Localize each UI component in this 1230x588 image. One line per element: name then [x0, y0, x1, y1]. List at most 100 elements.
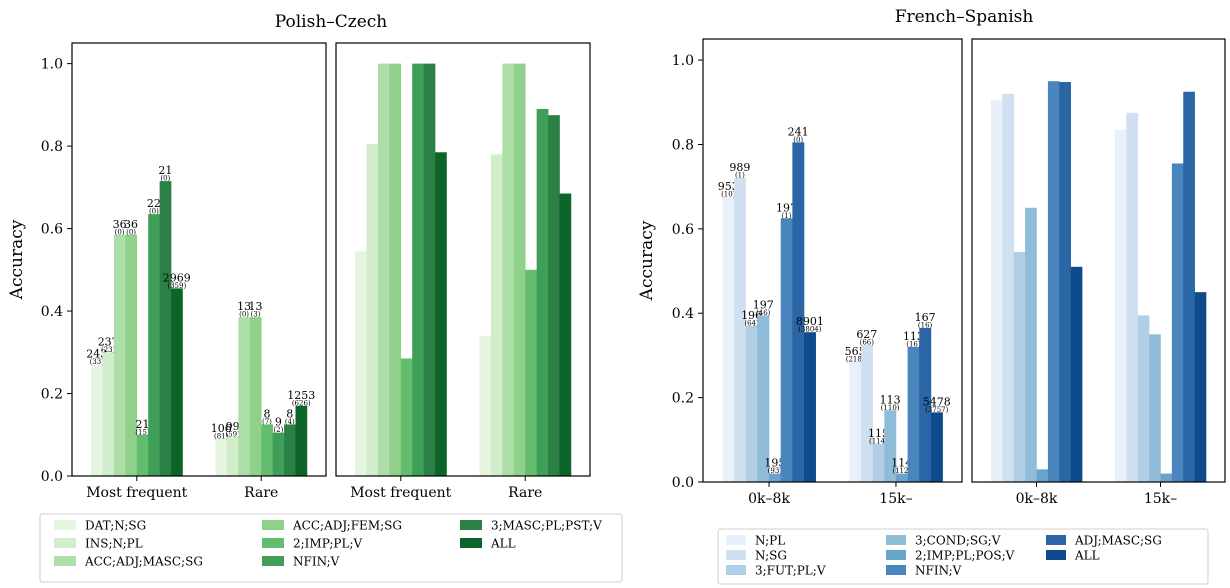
bar: [272, 432, 285, 476]
bar-sub-label: (218): [846, 355, 865, 363]
bar: [377, 63, 390, 476]
bar-sub-label: (1): [782, 212, 792, 220]
bar: [1059, 82, 1071, 482]
legend-swatch: [726, 565, 746, 575]
bar: [226, 436, 239, 476]
bar: [238, 317, 251, 476]
bar-value-label: 106: [211, 422, 232, 435]
x-tick-label: 0k–8k: [1016, 491, 1058, 507]
legend-label: ACC;ADJ;FEM;SG: [292, 519, 402, 533]
bar: [91, 364, 103, 476]
bar-value-label: 1253: [287, 389, 315, 402]
y-tick-label: 0.8: [41, 139, 63, 155]
y-tick-label: 0.6: [672, 222, 694, 238]
bar-sub-label: (0): [126, 228, 136, 236]
bar: [860, 344, 873, 482]
bar: [412, 63, 424, 476]
bar-value-label: 989: [729, 161, 750, 174]
bar-value-label: 196: [741, 309, 762, 322]
bar-sub-label: (15): [135, 428, 150, 436]
bar-value-label: 627: [856, 328, 877, 341]
bar: [1149, 334, 1161, 482]
bar: [423, 63, 436, 476]
bar-value-label: 114: [891, 457, 912, 470]
bar: [536, 108, 549, 476]
bar-sub-label: (93): [768, 467, 783, 475]
bar: [872, 444, 885, 482]
bar-value-label: 99: [226, 420, 240, 433]
bar: [804, 332, 816, 482]
legend-label: ACC;ADJ;MASC;SG: [84, 555, 203, 569]
bar-value-label: 21: [135, 418, 149, 431]
bar-value-label: 243: [86, 348, 107, 361]
legend-label: 2;IMP;PL;POS;V: [915, 549, 1015, 563]
y-tick-label: 1.0: [672, 53, 694, 69]
panel-frame: [971, 38, 1226, 483]
bar-value-label: 237: [98, 335, 119, 348]
bar: [159, 181, 172, 476]
bar: [1036, 469, 1049, 482]
bar-value-label: 36: [113, 218, 127, 231]
bar: [525, 269, 537, 476]
bar-sub-label: (110): [881, 404, 900, 412]
bar-sub-label: (3804): [798, 326, 822, 334]
y-tick-label: 1.0: [41, 57, 63, 73]
bar: [745, 325, 758, 482]
legend-swatch: [886, 535, 906, 545]
bar-sub-label: (626): [292, 399, 311, 407]
bar: [295, 405, 308, 476]
bar: [930, 412, 943, 482]
legend-swatch: [54, 556, 76, 566]
legend-swatch: [54, 520, 76, 530]
bar-sub-label: (46): [756, 309, 771, 317]
legend-label: 3;MASC;PL;PST;V: [491, 519, 602, 533]
bar-value-label: 8901: [796, 315, 824, 328]
bar-value-label: 565: [845, 345, 866, 358]
bar-value-label: 21: [158, 164, 172, 177]
bar-value-label: 2969: [163, 271, 191, 284]
bar: [1137, 315, 1150, 482]
x-tick-label: 15k–: [1144, 491, 1177, 507]
bar-sub-label: (10): [721, 191, 736, 199]
bar: [502, 63, 515, 476]
bar: [990, 100, 1003, 482]
bar-value-label: 195: [764, 457, 785, 470]
bar-sub-label: (16): [918, 322, 933, 330]
bar-sub-label: (59): [225, 430, 240, 438]
legend-swatch: [54, 538, 76, 548]
legend-label: 2;IMP;PL;V: [293, 537, 362, 551]
bar-value-label: 9: [275, 416, 282, 429]
bar: [389, 63, 402, 476]
legend-swatch: [460, 520, 482, 530]
bar-sub-label: (3): [251, 311, 261, 319]
panel-frame: [71, 42, 327, 477]
y-tick-label: 0.0: [41, 469, 63, 485]
bar-sub-label: (0): [239, 311, 249, 319]
bar-value-label: 13: [237, 300, 251, 313]
bar-value-label: 22: [147, 197, 161, 210]
bar: [895, 473, 908, 482]
bar: [366, 144, 379, 477]
bar: [513, 63, 526, 476]
legend-swatch: [886, 550, 906, 560]
bar: [1114, 129, 1127, 482]
bar: [1047, 81, 1060, 482]
y-tick-label: 0.8: [672, 137, 694, 153]
bar: [125, 234, 138, 476]
bar: [249, 317, 262, 476]
bar: [102, 352, 115, 476]
y-tick-label: 0.6: [41, 222, 63, 238]
bar-value-label: 113: [880, 393, 901, 406]
legend-swatch: [1046, 535, 1066, 545]
legend-label: 3;FUT;PL;V: [755, 564, 826, 578]
bar-sub-label: (0): [793, 136, 803, 144]
bar-sub-label: (0): [149, 208, 159, 216]
chart-title: Polish–Czech: [275, 12, 388, 32]
bar: [261, 424, 273, 476]
bar: [136, 434, 149, 476]
chart-polish-czech: Polish–Czech Accuracy 0.0 0.2 0.4 0.6 0.8 1.0 24…: [7, 12, 623, 583]
legend-swatch: [1046, 550, 1066, 560]
bar: [171, 288, 183, 476]
bar-value-label: 197: [753, 298, 774, 311]
legend-swatch: [262, 556, 284, 566]
